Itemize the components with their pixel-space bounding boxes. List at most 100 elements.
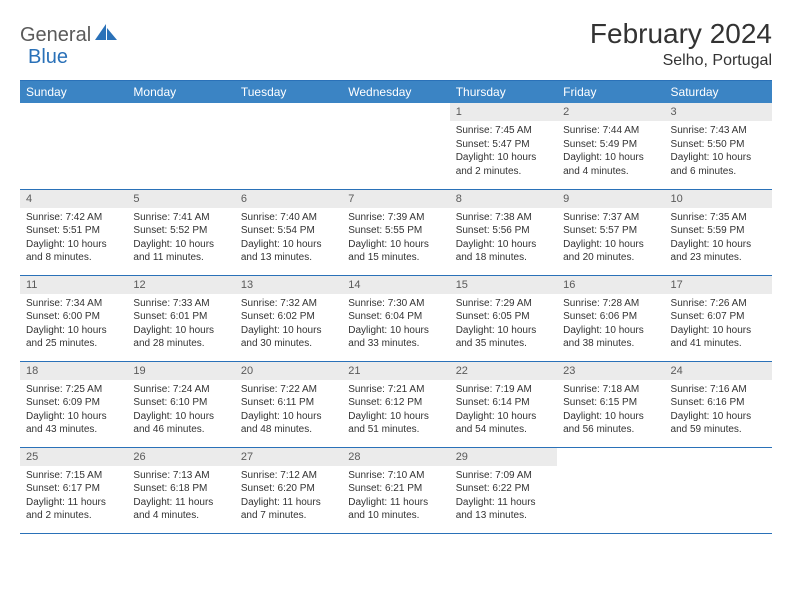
day-info: Sunrise: 7:45 AMSunset: 5:47 PMDaylight:… — [450, 121, 557, 181]
calendar-cell: 4Sunrise: 7:42 AMSunset: 5:51 PMDaylight… — [20, 189, 127, 275]
day-number: 9 — [557, 190, 664, 208]
calendar-cell: 28Sunrise: 7:10 AMSunset: 6:21 PMDayligh… — [342, 447, 449, 533]
calendar-table: Sunday Monday Tuesday Wednesday Thursday… — [20, 80, 772, 534]
day-number: 8 — [450, 190, 557, 208]
day-info: Sunrise: 7:33 AMSunset: 6:01 PMDaylight:… — [127, 294, 234, 354]
calendar-cell — [342, 103, 449, 189]
calendar-cell: 26Sunrise: 7:13 AMSunset: 6:18 PMDayligh… — [127, 447, 234, 533]
calendar-cell: 5Sunrise: 7:41 AMSunset: 5:52 PMDaylight… — [127, 189, 234, 275]
calendar-cell — [20, 103, 127, 189]
day-number: 15 — [450, 276, 557, 294]
day-info: Sunrise: 7:21 AMSunset: 6:12 PMDaylight:… — [342, 380, 449, 440]
day-info: Sunrise: 7:25 AMSunset: 6:09 PMDaylight:… — [20, 380, 127, 440]
col-wednesday: Wednesday — [342, 81, 449, 104]
calendar-cell: 13Sunrise: 7:32 AMSunset: 6:02 PMDayligh… — [235, 275, 342, 361]
day-info: Sunrise: 7:22 AMSunset: 6:11 PMDaylight:… — [235, 380, 342, 440]
day-info: Sunrise: 7:41 AMSunset: 5:52 PMDaylight:… — [127, 208, 234, 268]
day-info: Sunrise: 7:10 AMSunset: 6:21 PMDaylight:… — [342, 466, 449, 526]
day-info: Sunrise: 7:29 AMSunset: 6:05 PMDaylight:… — [450, 294, 557, 354]
day-info: Sunrise: 7:32 AMSunset: 6:02 PMDaylight:… — [235, 294, 342, 354]
calendar-cell: 10Sunrise: 7:35 AMSunset: 5:59 PMDayligh… — [665, 189, 772, 275]
calendar-cell: 23Sunrise: 7:18 AMSunset: 6:15 PMDayligh… — [557, 361, 664, 447]
day-info: Sunrise: 7:39 AMSunset: 5:55 PMDaylight:… — [342, 208, 449, 268]
calendar-cell: 18Sunrise: 7:25 AMSunset: 6:09 PMDayligh… — [20, 361, 127, 447]
calendar-cell: 8Sunrise: 7:38 AMSunset: 5:56 PMDaylight… — [450, 189, 557, 275]
calendar-row: 25Sunrise: 7:15 AMSunset: 6:17 PMDayligh… — [20, 447, 772, 533]
day-number: 3 — [665, 103, 772, 121]
day-info: Sunrise: 7:35 AMSunset: 5:59 PMDaylight:… — [665, 208, 772, 268]
calendar-row: 18Sunrise: 7:25 AMSunset: 6:09 PMDayligh… — [20, 361, 772, 447]
logo: General — [20, 24, 119, 47]
day-info: Sunrise: 7:24 AMSunset: 6:10 PMDaylight:… — [127, 380, 234, 440]
calendar-cell: 21Sunrise: 7:21 AMSunset: 6:12 PMDayligh… — [342, 361, 449, 447]
col-friday: Friday — [557, 81, 664, 104]
calendar-cell: 14Sunrise: 7:30 AMSunset: 6:04 PMDayligh… — [342, 275, 449, 361]
calendar-cell: 9Sunrise: 7:37 AMSunset: 5:57 PMDaylight… — [557, 189, 664, 275]
logo-text-blue: Blue — [28, 46, 68, 68]
day-number: 27 — [235, 448, 342, 466]
day-number: 11 — [20, 276, 127, 294]
col-tuesday: Tuesday — [235, 81, 342, 104]
day-info: Sunrise: 7:13 AMSunset: 6:18 PMDaylight:… — [127, 466, 234, 526]
day-number: 29 — [450, 448, 557, 466]
day-info: Sunrise: 7:37 AMSunset: 5:57 PMDaylight:… — [557, 208, 664, 268]
calendar-cell: 22Sunrise: 7:19 AMSunset: 6:14 PMDayligh… — [450, 361, 557, 447]
col-saturday: Saturday — [665, 81, 772, 104]
calendar-cell: 29Sunrise: 7:09 AMSunset: 6:22 PMDayligh… — [450, 447, 557, 533]
day-info: Sunrise: 7:42 AMSunset: 5:51 PMDaylight:… — [20, 208, 127, 268]
calendar-row: 4Sunrise: 7:42 AMSunset: 5:51 PMDaylight… — [20, 189, 772, 275]
calendar-cell — [127, 103, 234, 189]
calendar-cell: 2Sunrise: 7:44 AMSunset: 5:49 PMDaylight… — [557, 103, 664, 189]
sail-icon — [95, 24, 117, 47]
calendar-cell: 20Sunrise: 7:22 AMSunset: 6:11 PMDayligh… — [235, 361, 342, 447]
day-number: 5 — [127, 190, 234, 208]
day-number: 13 — [235, 276, 342, 294]
day-number: 23 — [557, 362, 664, 380]
day-number: 24 — [665, 362, 772, 380]
day-number: 16 — [557, 276, 664, 294]
day-info: Sunrise: 7:26 AMSunset: 6:07 PMDaylight:… — [665, 294, 772, 354]
day-number: 1 — [450, 103, 557, 121]
calendar-cell: 11Sunrise: 7:34 AMSunset: 6:00 PMDayligh… — [20, 275, 127, 361]
day-number: 7 — [342, 190, 449, 208]
day-info: Sunrise: 7:15 AMSunset: 6:17 PMDaylight:… — [20, 466, 127, 526]
calendar-cell — [557, 447, 664, 533]
title-block: February 2024 Selho, Portugal — [590, 18, 772, 70]
calendar-cell: 17Sunrise: 7:26 AMSunset: 6:07 PMDayligh… — [665, 275, 772, 361]
day-number: 2 — [557, 103, 664, 121]
day-number: 20 — [235, 362, 342, 380]
day-info: Sunrise: 7:28 AMSunset: 6:06 PMDaylight:… — [557, 294, 664, 354]
col-monday: Monday — [127, 81, 234, 104]
col-thursday: Thursday — [450, 81, 557, 104]
day-info: Sunrise: 7:16 AMSunset: 6:16 PMDaylight:… — [665, 380, 772, 440]
day-number: 26 — [127, 448, 234, 466]
day-number: 17 — [665, 276, 772, 294]
month-title: February 2024 — [590, 18, 772, 50]
day-number: 14 — [342, 276, 449, 294]
calendar-cell: 24Sunrise: 7:16 AMSunset: 6:16 PMDayligh… — [665, 361, 772, 447]
calendar-cell: 19Sunrise: 7:24 AMSunset: 6:10 PMDayligh… — [127, 361, 234, 447]
calendar-cell — [235, 103, 342, 189]
day-info: Sunrise: 7:12 AMSunset: 6:20 PMDaylight:… — [235, 466, 342, 526]
calendar-row: 1Sunrise: 7:45 AMSunset: 5:47 PMDaylight… — [20, 103, 772, 189]
day-info: Sunrise: 7:18 AMSunset: 6:15 PMDaylight:… — [557, 380, 664, 440]
calendar-cell: 1Sunrise: 7:45 AMSunset: 5:47 PMDaylight… — [450, 103, 557, 189]
day-info: Sunrise: 7:34 AMSunset: 6:00 PMDaylight:… — [20, 294, 127, 354]
calendar-header-row: Sunday Monday Tuesday Wednesday Thursday… — [20, 81, 772, 104]
logo-text-blue-wrap: Blue — [28, 46, 68, 69]
day-info: Sunrise: 7:09 AMSunset: 6:22 PMDaylight:… — [450, 466, 557, 526]
day-number: 12 — [127, 276, 234, 294]
day-info: Sunrise: 7:44 AMSunset: 5:49 PMDaylight:… — [557, 121, 664, 181]
calendar-cell: 15Sunrise: 7:29 AMSunset: 6:05 PMDayligh… — [450, 275, 557, 361]
day-info: Sunrise: 7:38 AMSunset: 5:56 PMDaylight:… — [450, 208, 557, 268]
day-info: Sunrise: 7:19 AMSunset: 6:14 PMDaylight:… — [450, 380, 557, 440]
calendar-cell — [665, 447, 772, 533]
day-number: 4 — [20, 190, 127, 208]
day-number: 25 — [20, 448, 127, 466]
day-number: 18 — [20, 362, 127, 380]
calendar-cell: 12Sunrise: 7:33 AMSunset: 6:01 PMDayligh… — [127, 275, 234, 361]
logo-text-general: General — [20, 24, 91, 47]
calendar-row: 11Sunrise: 7:34 AMSunset: 6:00 PMDayligh… — [20, 275, 772, 361]
calendar-cell: 6Sunrise: 7:40 AMSunset: 5:54 PMDaylight… — [235, 189, 342, 275]
location: Selho, Portugal — [590, 52, 772, 70]
